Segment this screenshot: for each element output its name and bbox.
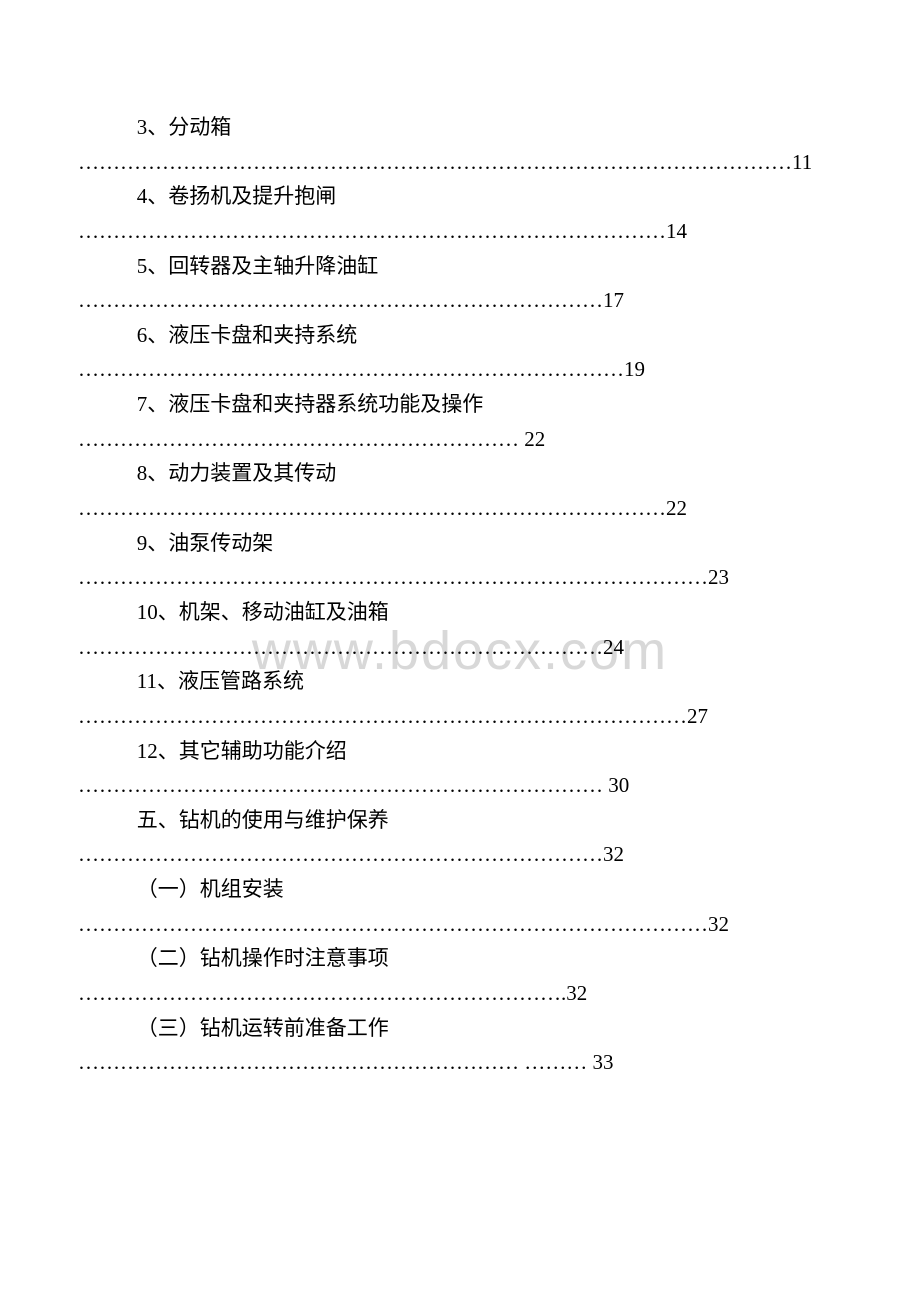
toc-entry: 7、液压卡盘和夹持器系统功能及操作 ……………………………………………………… … [78,387,842,456]
toc-dots: ………………………………………………………………………………32 [78,907,842,942]
toc-entry: 五、钻机的使用与维护保养 …………………………………………………………………32 [78,803,842,872]
toc-dots: …………………………………………………………………………………………11 [78,145,842,180]
toc-title: 6、液压卡盘和夹持系统 [78,318,842,353]
toc-title: 3、分动箱 [78,110,842,145]
toc-title: 8、动力装置及其传动 [78,456,842,491]
toc-entry: 3、分动箱 …………………………………………………………………………………………… [78,110,842,179]
toc-title: 五、钻机的使用与维护保养 [78,803,842,838]
toc-title: 12、其它辅助功能介绍 [78,734,842,769]
toc-title: （二）钻机操作时注意事项 [78,941,842,976]
toc-title: 11、液压管路系统 [78,664,842,699]
toc-entry: 10、机架、移动油缸及油箱 …………………………………………………………………2… [78,595,842,664]
toc-entry: 8、动力装置及其传动 …………………………………………………………………………2… [78,456,842,525]
toc-title: （三）钻机运转前准备工作 [78,1011,842,1046]
toc-entry: 9、油泵传动架 ………………………………………………………………………………23 [78,526,842,595]
toc-dots: ……………………………………………………… 22 [78,422,842,457]
toc-entry: 12、其它辅助功能介绍 ………………………………………………………………… 30 [78,734,842,803]
toc-title: 9、油泵传动架 [78,526,842,561]
toc-entry: （二）钻机操作时注意事项 …………………………………………………………….32 [78,941,842,1010]
toc-entry: 4、卷扬机及提升抱闸 …………………………………………………………………………1… [78,179,842,248]
toc-title: 7、液压卡盘和夹持器系统功能及操作 [78,387,842,422]
toc-page: 3、分动箱 …………………………………………………………………………………………… [78,110,842,1080]
toc-dots: …………………………………………………………………32 [78,837,842,872]
toc-dots: ……………………………………………………… ……… 33 [78,1045,842,1080]
toc-entry: （三）钻机运转前准备工作 ……………………………………………………… ……… 3… [78,1011,842,1080]
toc-dots: …………………………………………………………….32 [78,976,842,1011]
toc-title: （一）机组安装 [78,872,842,907]
toc-dots: ……………………………………………………………………19 [78,352,842,387]
toc-dots: …………………………………………………………………24 [78,630,842,665]
toc-dots: …………………………………………………………………17 [78,283,842,318]
toc-title: 4、卷扬机及提升抱闸 [78,179,842,214]
toc-dots: …………………………………………………………………………14 [78,214,842,249]
toc-title: 10、机架、移动油缸及油箱 [78,595,842,630]
toc-dots: ………………………………………………………………… 30 [78,768,842,803]
toc-dots: ………………………………………………………………………………23 [78,560,842,595]
toc-entry: 5、回转器及主轴升降油缸 …………………………………………………………………17 [78,249,842,318]
toc-entry: 6、液压卡盘和夹持系统 ……………………………………………………………………19 [78,318,842,387]
toc-entry: （一）机组安装 ………………………………………………………………………………32 [78,872,842,941]
toc-dots: …………………………………………………………………………22 [78,491,842,526]
toc-entry: 11、液压管路系统 ……………………………………………………………………………2… [78,664,842,733]
toc-title: 5、回转器及主轴升降油缸 [78,249,842,284]
toc-dots: ……………………………………………………………………………27 [78,699,842,734]
